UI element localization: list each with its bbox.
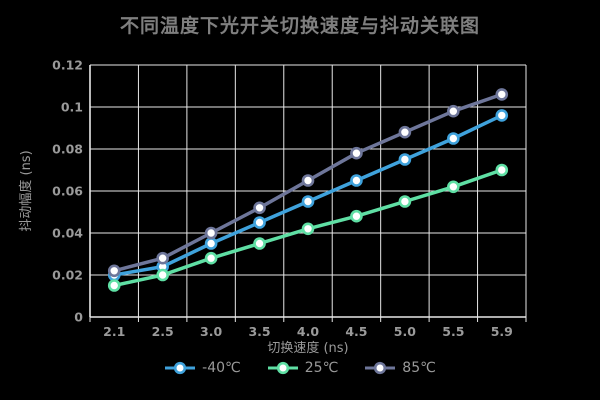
x-tick-label: 4.5 [345,324,367,339]
data-point [301,222,315,236]
data-point [447,104,460,118]
y-tick-label: 0 [74,310,83,325]
legend-marker-icon [365,361,396,375]
legend-marker-icon [267,361,298,375]
data-point [107,279,121,292]
data-point [350,209,363,223]
legend-item-25℃[interactable]: 25℃ [267,360,339,376]
legend: -40℃ 25℃ 85℃ [0,360,600,376]
legend-label: -40℃ [202,360,241,376]
y-tick-label: 0.1 [61,100,83,115]
x-tick-label: 3.0 [200,324,222,339]
data-point [253,201,266,215]
legend-label: 85℃ [402,360,436,376]
y-tick-label: 0.06 [52,184,83,199]
data-point [156,268,169,282]
data-point [350,146,363,160]
legend-marker-icon [165,361,196,375]
data-point [107,264,121,278]
data-point [495,109,509,122]
y-axis-title: 抖动幅度 (ns) [18,150,34,231]
y-tick-label: 0.02 [52,268,83,283]
legend-item-85℃[interactable]: 85℃ [364,360,436,376]
x-tick-label: 4.0 [297,324,319,339]
chart-title: 不同温度下光开关切换速度与抖动关联图 [119,15,480,37]
x-axis-title: 切换速度 (ns) [267,340,348,356]
data-point [447,180,460,194]
data-point [398,153,412,166]
y-tick-label: 0.12 [52,58,83,73]
data-point [253,237,266,250]
x-tick-label: 3.5 [248,324,270,339]
y-tick-label: 0.08 [52,142,83,157]
data-point [301,195,315,208]
x-tick-label: 2.5 [152,324,174,339]
data-point [204,237,218,250]
legend-item--40℃[interactable]: -40℃ [164,360,241,376]
data-point [398,125,412,139]
data-point [495,88,509,101]
data-point [398,195,412,208]
y-tick-label: 0.04 [52,226,83,241]
data-point [253,216,266,229]
data-point [350,174,363,187]
legend-label: 25℃ [304,360,339,376]
data-point [204,251,218,265]
data-point [447,132,460,145]
x-tick-label: 5.5 [442,324,464,339]
data-point [495,163,509,177]
data-point [301,174,315,187]
data-point [156,251,169,265]
x-tick-label: 5.9 [491,324,513,339]
x-tick-label: 2.1 [103,324,125,339]
data-point [204,226,218,240]
x-tick-label: 5.0 [394,324,416,339]
